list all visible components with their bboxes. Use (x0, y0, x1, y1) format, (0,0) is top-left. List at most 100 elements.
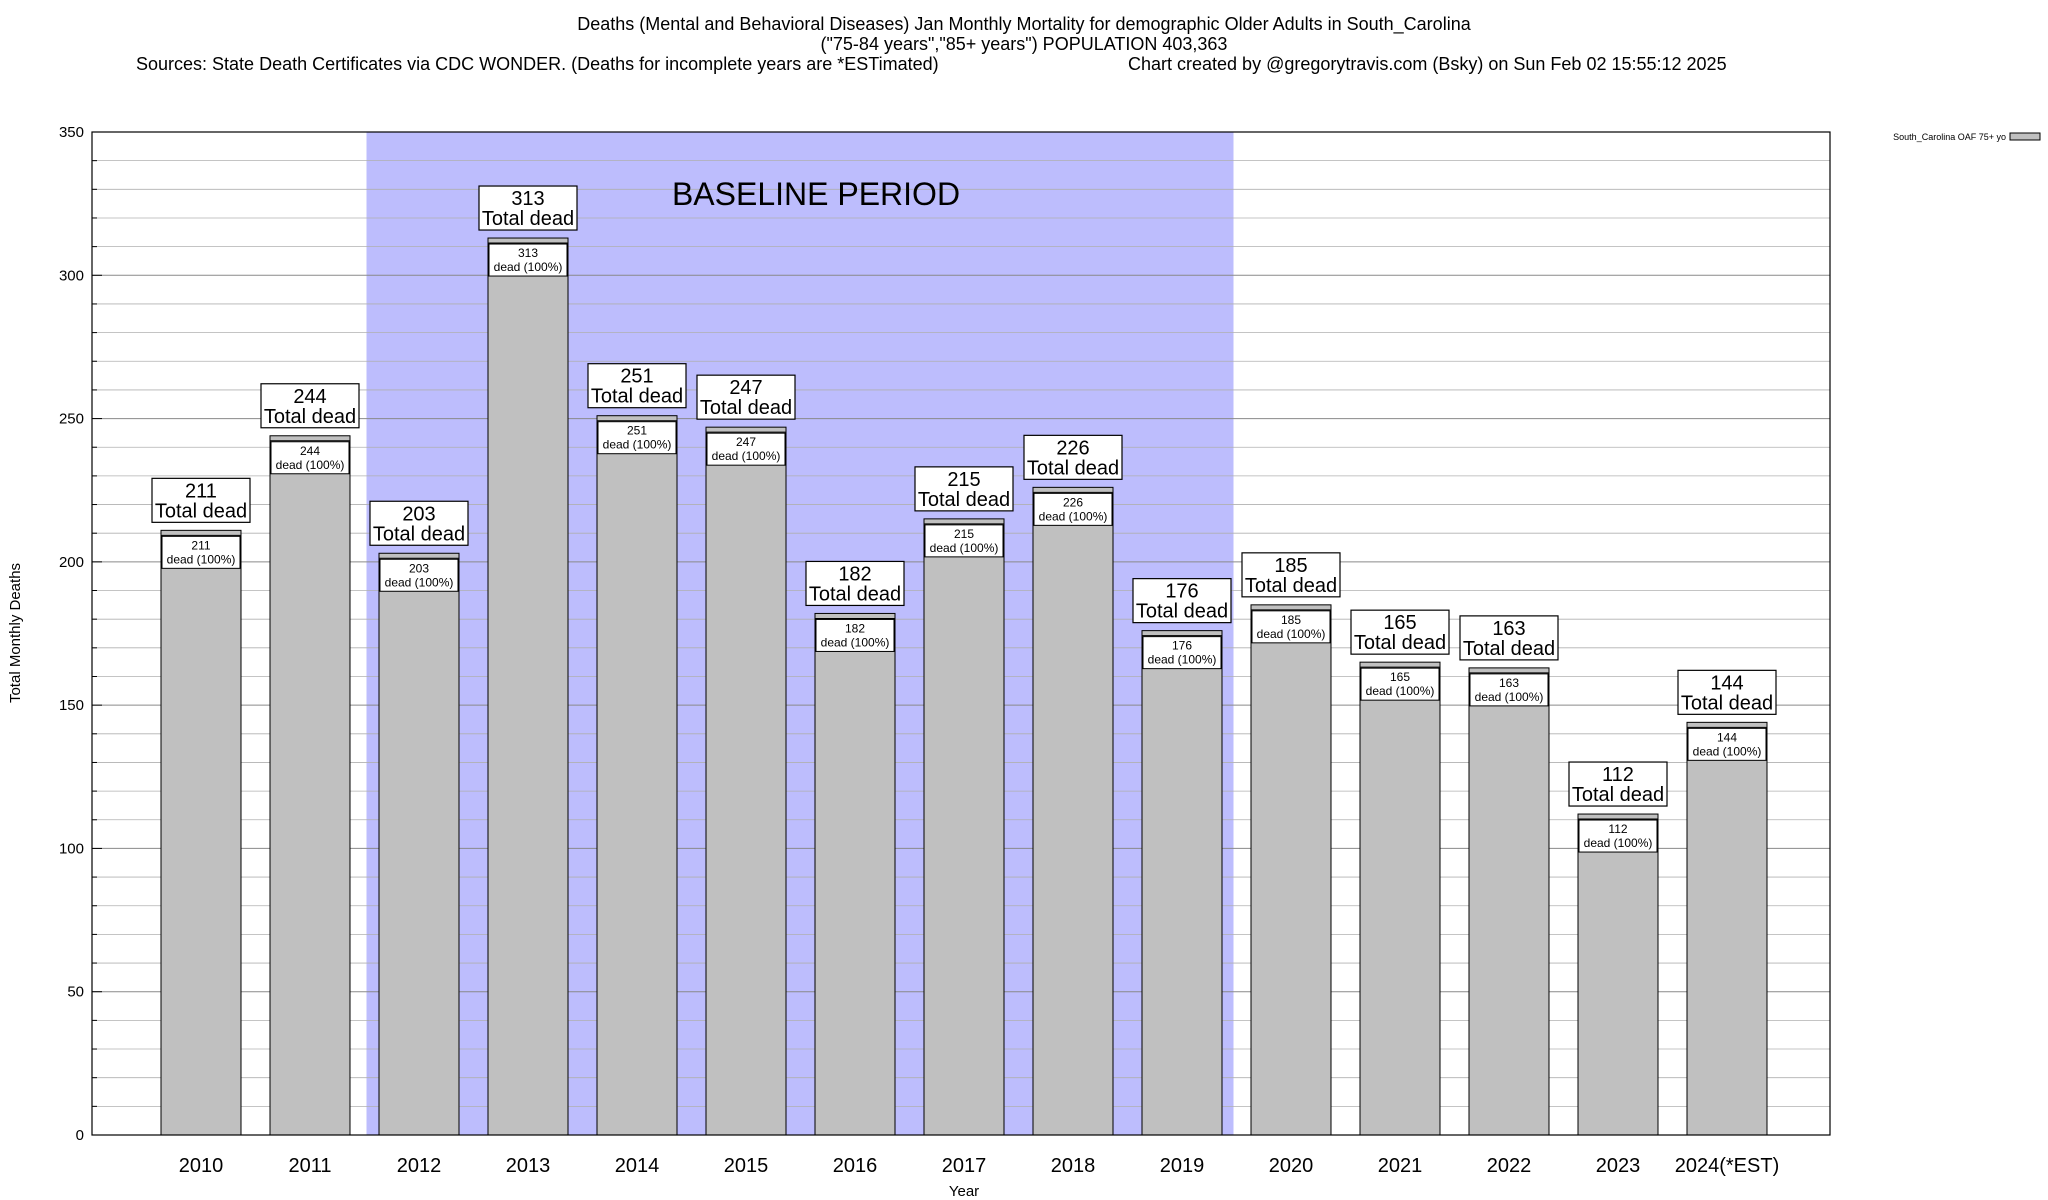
bar-inner-value-label: 244 (300, 444, 320, 458)
bar-top-value-label: 203 (402, 503, 435, 525)
chart-credit: Chart created by @gregorytravis.com (Bsk… (1128, 54, 1727, 74)
bar (487, 237, 569, 1136)
bar-top-value-label: 185 (1274, 555, 1307, 577)
legend-swatch (2009, 132, 2041, 141)
bar-top-total-label: Total dead (373, 523, 465, 545)
legend-label: South_Carolina OAF 75+ yo (1893, 132, 2006, 142)
x-tick-label: 2018 (1051, 1155, 1096, 1177)
bar-top-value-label: 247 (729, 377, 762, 399)
y-tick-label: 200 (59, 554, 84, 571)
chart-title: Deaths (Mental and Behavioral Diseases) … (577, 14, 1471, 34)
bar-top-total-label: Total dead (155, 500, 247, 522)
bar (1359, 661, 1441, 1136)
y-tick-label: 250 (59, 411, 84, 428)
x-tick-label: 2016 (833, 1155, 878, 1177)
chart-source-note: Sources: State Death Certificates via CD… (136, 54, 939, 74)
bar-top-label-box (1568, 761, 1668, 807)
bar-top-label-box (1241, 552, 1341, 598)
bar-inner-value-label: 203 (409, 561, 429, 575)
bar-inner-label-box (924, 524, 1004, 558)
bar-inner-label-box (706, 432, 786, 466)
bar-top-value-label: 163 (1492, 618, 1525, 640)
y-tick-label: 100 (59, 840, 84, 857)
bar-inner-label-box (1578, 819, 1658, 853)
bar-top-value-label: 313 (511, 188, 544, 210)
bar-inner-label-box (597, 421, 677, 455)
bar-inner-value-label: 313 (518, 246, 538, 260)
bar-top-label-box (696, 374, 796, 420)
bar-top-total-label: Total dead (264, 406, 356, 428)
bar (269, 435, 351, 1136)
bar-top-total-label: Total dead (1354, 632, 1446, 654)
bar (923, 518, 1005, 1136)
x-tick-label: 2015 (724, 1155, 769, 1177)
bar-inner-value-label: 112 (1608, 822, 1627, 836)
bar-inner-percent-label: dead (100%) (603, 438, 672, 452)
bar-inner-value-label: 176 (1172, 639, 1192, 653)
bar-inner-percent-label: dead (100%) (1693, 744, 1762, 758)
bar-inner-percent-label: dead (100%) (1148, 653, 1217, 667)
y-tick-label: 50 (67, 984, 84, 1001)
bar-top-total-label: Total dead (1681, 692, 1773, 714)
x-tick-label: 2024(*EST) (1675, 1155, 1780, 1177)
bar-inner-value-label: 163 (1499, 676, 1519, 690)
bar (160, 529, 242, 1136)
x-tick-label: 2011 (288, 1155, 331, 1177)
bar-inner-percent-label: dead (100%) (1475, 690, 1544, 704)
bar-top-label-box (260, 383, 360, 429)
bar (596, 415, 678, 1136)
bar-inner-percent-label: dead (100%) (1366, 684, 1435, 698)
x-tick-label: 2019 (1160, 1155, 1205, 1177)
bar (1577, 813, 1659, 1136)
x-tick-label: 2023 (1596, 1155, 1641, 1177)
bar-inner-value-label: 215 (954, 527, 974, 541)
bar-inner-percent-label: dead (100%) (712, 449, 781, 463)
bar-top-label-box (587, 363, 687, 409)
bar-top-value-label: 215 (947, 469, 980, 491)
x-tick-label: 2022 (1487, 1155, 1532, 1177)
y-tick-label: 300 (59, 267, 84, 284)
bar-inner-percent-label: dead (100%) (821, 635, 890, 649)
bar-inner-label-box (1687, 727, 1767, 761)
bar (1250, 604, 1332, 1136)
bar-top-total-label: Total dead (1245, 575, 1337, 597)
bar-inner-label-box (1469, 673, 1549, 707)
y-axis-label: Total Monthly Deaths (7, 563, 24, 703)
bar-top-value-label: 176 (1165, 581, 1198, 603)
bar-inner-value-label: 182 (845, 621, 865, 635)
bar-inner-value-label: 251 (627, 424, 647, 438)
bar-top-total-label: Total dead (1463, 638, 1555, 660)
bar-top-total-label: Total dead (1136, 601, 1228, 623)
bar-inner-value-label: 185 (1281, 613, 1301, 627)
bar-inner-percent-label: dead (100%) (494, 260, 563, 274)
plot-frame (91, 131, 1831, 1136)
x-tick-label: 2014 (615, 1155, 660, 1177)
bar (1032, 486, 1114, 1136)
bar-top-value-label: 251 (620, 366, 653, 388)
y-tick-label: 0 (76, 1127, 84, 1144)
bar-inner-label-box (161, 535, 241, 569)
bar-top-label-box (914, 466, 1014, 512)
bar-inner-label-box (488, 243, 568, 277)
bar (378, 552, 460, 1136)
bar-inner-percent-label: dead (100%) (1039, 509, 1108, 523)
bar-top-value-label: 165 (1383, 612, 1416, 634)
bar-inner-percent-label: dead (100%) (1584, 836, 1653, 850)
bar-inner-label-box (815, 618, 895, 652)
bar-inner-label-box (1251, 610, 1331, 644)
x-tick-label: 2012 (397, 1155, 442, 1177)
bar-inner-label-box (270, 441, 350, 475)
bar-top-value-label: 226 (1056, 437, 1089, 459)
bar-inner-label-box (1033, 492, 1113, 526)
bar-top-label-box (1459, 615, 1559, 661)
bar-inner-value-label: 144 (1717, 730, 1737, 744)
bar-top-total-label: Total dead (918, 489, 1010, 511)
bar-top-label-box (805, 560, 905, 607)
bar-top-total-label: Total dead (591, 386, 683, 408)
bar-top-total-label: Total dead (1572, 784, 1664, 806)
bar-inner-percent-label: dead (100%) (167, 552, 236, 566)
bar-top-total-label: Total dead (809, 583, 901, 605)
x-tick-label: 2021 (1378, 1155, 1423, 1177)
bar-inner-percent-label: dead (100%) (385, 575, 454, 589)
x-tick-label: 2020 (1269, 1155, 1314, 1177)
